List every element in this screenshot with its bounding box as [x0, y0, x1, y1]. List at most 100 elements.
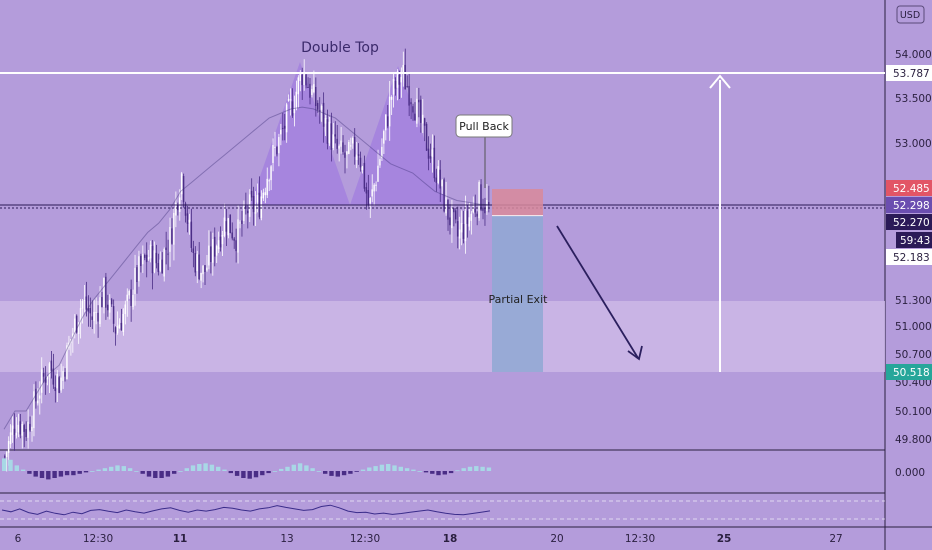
candle-body: [451, 207, 453, 229]
macd-bar: [335, 471, 340, 477]
candle-body: [373, 184, 375, 192]
candle-body: [11, 425, 14, 435]
candle-body: [151, 245, 154, 274]
candle-body: [124, 304, 126, 315]
double-top-pattern[interactable]: [250, 62, 448, 205]
macd-bar: [96, 469, 101, 471]
candle-body: [353, 137, 356, 157]
candle-body: [334, 134, 336, 137]
candle-body: [213, 236, 216, 257]
candle-body: [52, 368, 55, 385]
candle-body: [169, 227, 171, 252]
candle-body: [350, 145, 352, 147]
price-tick-51000: 51.000: [895, 321, 932, 333]
macd-bar: [209, 464, 215, 471]
candle-body: [33, 391, 35, 429]
macd-bar: [329, 471, 334, 476]
pull-back-callout[interactable]: [455, 114, 513, 138]
take-profit-zone[interactable]: [492, 216, 543, 372]
forecast-arrow-line[interactable]: [556, 225, 639, 359]
candle-body: [184, 203, 187, 216]
stop-loss-zone[interactable]: [492, 189, 543, 216]
candle-body: [423, 118, 426, 126]
candle-body: [38, 395, 41, 399]
candle-body: [95, 311, 97, 313]
price-axis[interactable]: 54.000 53.500 53.000 51.300 51.000 50.70…: [895, 49, 932, 479]
macd-bar: [39, 471, 45, 478]
candle-body: [301, 74, 303, 86]
low-price-badge: [886, 249, 932, 265]
macd-bar: [304, 465, 309, 471]
candle-body: [101, 297, 103, 308]
candle-body: [377, 165, 379, 182]
candle-body: [367, 189, 369, 205]
candle-body: [482, 207, 484, 211]
prev-price-label: 52.298: [893, 200, 930, 212]
candle-body: [274, 146, 276, 148]
candle-body: [219, 236, 222, 248]
candle-body: [188, 219, 191, 223]
currency-badge[interactable]: [896, 5, 925, 24]
candle-body: [243, 204, 245, 222]
candle-body: [87, 308, 90, 312]
macd-bar: [46, 471, 51, 480]
candle-body: [429, 155, 432, 159]
candle-body: [40, 369, 43, 393]
candle-body: [126, 294, 128, 302]
macd-bar: [341, 471, 347, 476]
candle-body: [79, 308, 82, 324]
candle-body: [388, 96, 391, 127]
candle-body: [239, 222, 241, 224]
candle-body: [418, 99, 420, 103]
candle-body: [330, 123, 333, 150]
macd-bar: [165, 471, 171, 477]
candle-body: [56, 373, 58, 389]
candle-body: [217, 240, 220, 250]
candle-body: [336, 138, 338, 149]
candle-body: [311, 89, 313, 95]
macd-bar: [146, 471, 152, 477]
macd-bar: [140, 471, 145, 474]
candle-body: [307, 86, 309, 88]
candle-body: [93, 311, 95, 321]
candle-body: [402, 64, 404, 75]
candle-body: [293, 108, 296, 114]
macd-bar: [461, 468, 466, 471]
candle-body: [375, 184, 377, 186]
current-price-label: 52.270: [893, 217, 930, 229]
candle-body: [247, 210, 249, 214]
candle-body: [398, 74, 401, 85]
candle-body: [136, 267, 138, 283]
candle-body: [297, 77, 300, 95]
candle-body: [315, 86, 317, 107]
candle-body: [62, 370, 64, 381]
candle-body: [431, 149, 434, 157]
time-tick-1230-c: 12:30: [625, 533, 655, 545]
time-tick-1230-a: 12:30: [83, 533, 113, 545]
candle-body: [165, 247, 167, 251]
candle-body: [328, 121, 331, 144]
candle-body: [371, 189, 373, 197]
macd-bar: [127, 468, 133, 471]
time-axis[interactable]: 6 12:30 11 13 12:30 18 20 12:30 25 27: [15, 533, 843, 545]
candle-body: [245, 205, 247, 209]
candle-body: [159, 259, 161, 271]
candle-body: [145, 254, 148, 263]
candle-body: [237, 219, 239, 253]
macd-bar: [228, 471, 233, 474]
support-zone[interactable]: [0, 301, 885, 372]
candle-body: [7, 441, 10, 453]
candle-body: [75, 315, 78, 333]
candle-body: [386, 116, 389, 127]
macd-bar: [216, 466, 221, 471]
time-tick-20: 20: [550, 533, 563, 545]
macd-bar: [323, 471, 328, 474]
candle-body: [455, 210, 457, 220]
candle-body: [351, 137, 354, 144]
price-tick-51300: 51.300: [895, 295, 932, 307]
macd-bar: [134, 471, 139, 472]
candle-body: [50, 360, 53, 371]
candle-body: [241, 220, 243, 224]
